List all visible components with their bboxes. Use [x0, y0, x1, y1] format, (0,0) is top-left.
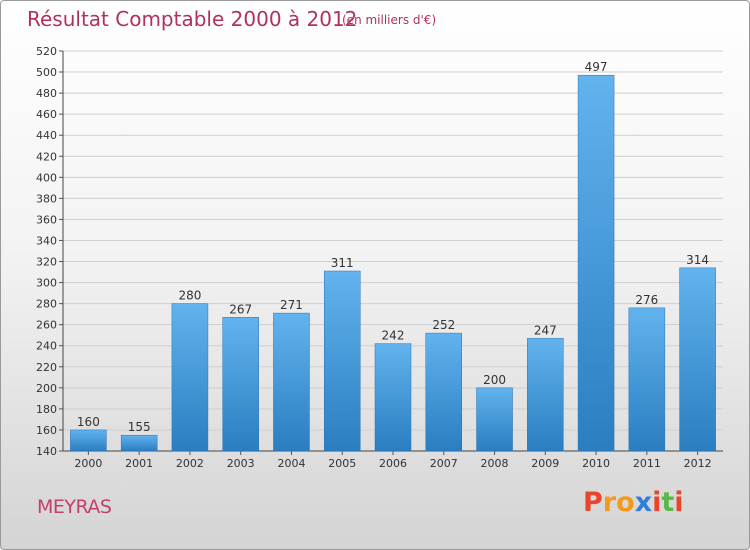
data-label-2004: 271: [280, 298, 303, 312]
data-label-2002: 280: [178, 289, 201, 303]
logo-letter: r: [602, 487, 617, 518]
y-tick-label: 520: [36, 45, 57, 58]
x-tick-label-2000: 2000: [74, 457, 102, 470]
x-tick-label-2002: 2002: [176, 457, 204, 470]
data-label-2003: 267: [229, 302, 252, 316]
logo-letter: x: [634, 487, 653, 518]
x-tick-label-2012: 2012: [684, 457, 712, 470]
bar-2006: [374, 343, 412, 452]
data-label-2011: 276: [635, 293, 658, 307]
logo-letter: P: [583, 487, 603, 518]
bars: [70, 74, 716, 452]
bar-2005: [323, 270, 361, 452]
y-tick-label: 160: [36, 424, 57, 437]
data-label-2007: 252: [432, 318, 455, 332]
data-label-2008: 200: [483, 373, 506, 387]
bar-2000: [70, 429, 107, 452]
bar-2001: [120, 434, 158, 452]
bar-2003: [222, 317, 259, 452]
data-label-2005: 311: [331, 256, 354, 270]
proxiti-logo[interactable]: Proxiti: [583, 487, 684, 518]
x-tick-label-2010: 2010: [582, 457, 610, 470]
logo-letter: i: [652, 487, 662, 518]
x-tick-labels: 2000 2001 2002 2003 2004 2005 2006 2007 2008 2009…: [74, 457, 711, 470]
y-tick-label: 300: [36, 277, 57, 290]
bar-2002: [171, 303, 209, 452]
y-tick-label: 360: [36, 213, 57, 226]
y-tick-label: 260: [36, 319, 57, 332]
data-label-2006: 242: [382, 329, 405, 343]
logo-letter: t: [661, 487, 675, 518]
y-tick-label: 340: [36, 234, 57, 247]
bar-2007: [425, 332, 463, 452]
x-tick-label-2005: 2005: [328, 457, 356, 470]
x-tick-label-2008: 2008: [481, 457, 509, 470]
y-tick-label: 200: [36, 382, 57, 395]
data-label-2010: 497: [585, 60, 608, 74]
chart-subtitle: (en milliers d'€): [342, 13, 437, 27]
commune-name: MEYRAS: [37, 496, 112, 518]
x-tick-label-2007: 2007: [430, 457, 458, 470]
y-tick-labels: 140 160 180 200 220 240 260 280 300 320 340 360 380 4…: [36, 45, 57, 458]
y-tick-label: 500: [36, 66, 57, 79]
y-tick-label: 420: [36, 150, 57, 163]
y-tick-label: 320: [36, 256, 57, 269]
bar-2011: [628, 307, 666, 452]
data-label-2001: 155: [128, 420, 151, 434]
chart-title: Résultat Comptable 2000 à 2012: [27, 7, 358, 31]
x-tick-label-2004: 2004: [277, 457, 305, 470]
y-tick-label: 140: [36, 445, 57, 458]
bar-2008: [476, 387, 513, 452]
x-tick-label-2011: 2011: [633, 457, 661, 470]
data-label-2000: 160: [77, 415, 100, 429]
y-tick-label: 380: [36, 192, 57, 205]
y-tick-label: 240: [36, 340, 57, 353]
y-tick-label: 400: [36, 171, 57, 184]
x-tick-label-2006: 2006: [379, 457, 407, 470]
x-tick-label-2001: 2001: [125, 457, 153, 470]
bar-2012: [679, 267, 716, 452]
y-tick-label: 440: [36, 129, 57, 142]
logo-letter: i: [674, 487, 684, 518]
y-tick-label: 460: [36, 108, 57, 121]
data-label-2009: 247: [534, 323, 557, 337]
y-tick-label: 180: [36, 403, 57, 416]
bar-2004: [273, 312, 310, 452]
x-tick-label-2003: 2003: [227, 457, 255, 470]
data-label-2012: 314: [686, 253, 709, 267]
logo-letter: o: [616, 487, 635, 518]
y-tick-label: 480: [36, 87, 57, 100]
y-tick-label: 220: [36, 361, 57, 374]
data-labels: 160 155 280 267 271 311 242 252 200 247 497 276 314: [77, 60, 709, 434]
bar-2010: [577, 74, 615, 452]
y-tick-label: 280: [36, 298, 57, 311]
x-tick-label-2009: 2009: [531, 457, 559, 470]
bar-2009: [527, 338, 564, 452]
